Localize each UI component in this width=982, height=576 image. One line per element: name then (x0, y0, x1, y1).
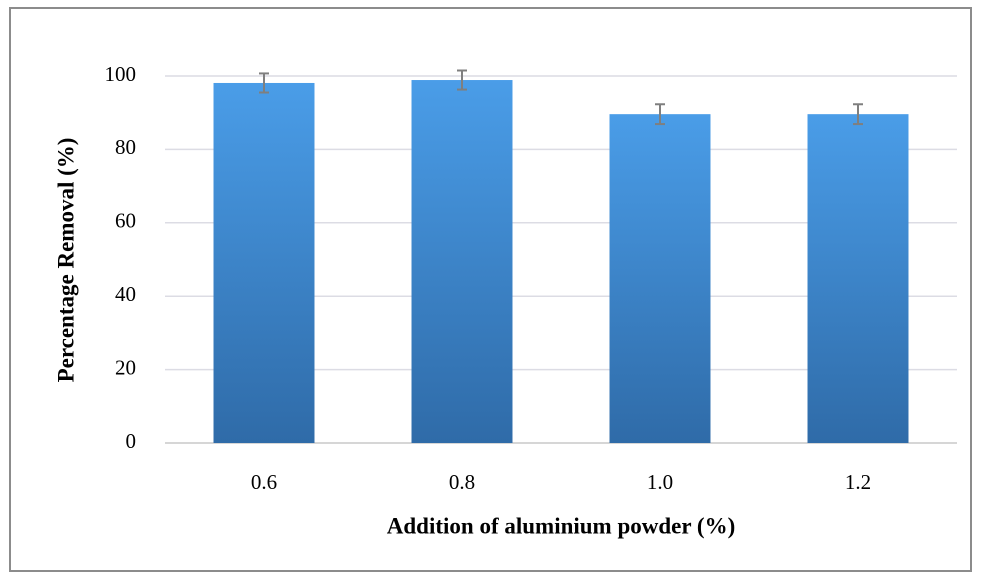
error-bar (853, 103, 863, 126)
x-axis-title: Addition of aluminium powder (%) (387, 513, 735, 538)
bar (807, 114, 909, 443)
x-tick-label: 0.8 (449, 470, 475, 494)
x-tick-label: 1.2 (845, 470, 871, 494)
y-tick-label: 100 (105, 62, 137, 86)
error-bar (259, 72, 269, 94)
x-tick-label: 0.6 (251, 470, 277, 494)
y-axis-title: Percentage Removal (%) (53, 138, 78, 383)
error-bar (457, 69, 467, 91)
bar (411, 80, 513, 444)
y-tick-label: 60 (115, 209, 136, 233)
y-tick-label: 20 (115, 355, 136, 379)
y-tick-label: 40 (115, 282, 136, 306)
bar (213, 82, 315, 444)
x-tick-label: 1.0 (647, 470, 673, 494)
error-bar (655, 103, 665, 126)
bar (609, 114, 711, 443)
y-tick-label: 0 (126, 429, 137, 453)
y-tick-label: 80 (115, 135, 136, 159)
